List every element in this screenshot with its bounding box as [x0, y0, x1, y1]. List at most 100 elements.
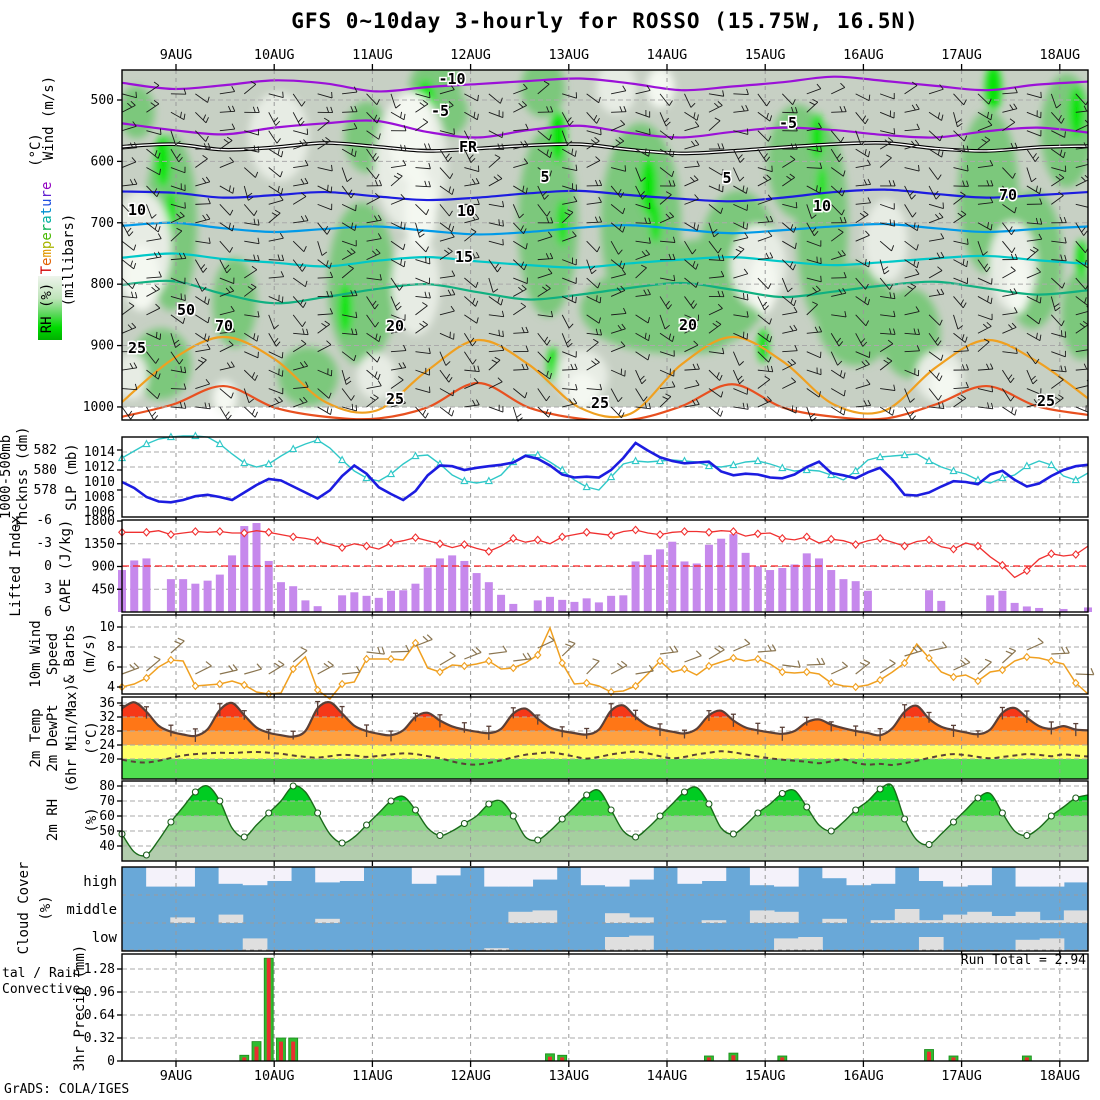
- wind-barb: [1002, 406, 1016, 416]
- wind-barb-feather: [917, 328, 920, 335]
- wind-barb-feather: [596, 246, 601, 253]
- wind-barb: [659, 194, 672, 205]
- surface-barb-feather: [1065, 646, 1070, 654]
- wind-barb: [268, 167, 281, 178]
- wind-barb: [684, 165, 700, 168]
- thickness-marker: [313, 435, 322, 444]
- wind-barb-feather: [867, 159, 871, 166]
- wind-barb: [342, 295, 358, 297]
- li-marker: [387, 538, 395, 548]
- wind-barb-feather: [893, 128, 896, 135]
- cape-bar: [998, 590, 1007, 612]
- wind-barb-feather: [542, 286, 548, 291]
- wind-barb-feather: [769, 115, 773, 122]
- wind-barb-feather: [403, 344, 407, 351]
- wind-barb-feather: [767, 283, 772, 290]
- rh-marker: [949, 818, 958, 826]
- wind-barb-feather: [375, 173, 380, 180]
- surface-barb-feather: [767, 644, 772, 652]
- wind-barb-feather: [354, 289, 358, 296]
- wind-barb-feather: [351, 148, 354, 155]
- wind-barb-feather: [468, 154, 474, 160]
- wind-barb: [781, 259, 794, 271]
- li-marker: [851, 540, 860, 549]
- wind-barb: [1051, 167, 1066, 173]
- wind-barb-feather: [523, 264, 527, 271]
- wind-barb-feather: [447, 247, 453, 252]
- wind-barb-feather: [448, 407, 451, 414]
- wind-barb: [170, 333, 176, 348]
- thickness-marker: [998, 473, 1007, 482]
- wind-barb: [317, 369, 332, 377]
- wind-barb-feather: [477, 94, 479, 101]
- wind-barb-feather: [691, 399, 696, 406]
- rh-blob: [356, 352, 397, 400]
- wind-barb: [342, 314, 357, 319]
- wind-barb: [635, 267, 647, 279]
- wind-barb-feather: [717, 408, 720, 415]
- wind-speed-marker: [754, 654, 762, 664]
- wind-barb-feather: [297, 117, 303, 123]
- contour-label: 25: [128, 339, 146, 357]
- wind-barb: [513, 332, 529, 334]
- wind-barb-feather: [620, 119, 626, 125]
- wind-barb-feather: [502, 220, 504, 227]
- wind-barb-feather: [208, 237, 211, 244]
- wind-barb: [782, 296, 795, 307]
- surface-barb-feather: [277, 660, 285, 666]
- wind-barb: [390, 222, 405, 230]
- wind-barb: [757, 296, 765, 311]
- wind-barb: [292, 296, 304, 308]
- wind-barb-feather: [321, 139, 328, 144]
- wind-barb: [195, 130, 207, 142]
- wind-barb-feather: [742, 185, 745, 192]
- tick-label: 11AUG: [352, 1068, 393, 1084]
- wind-barb-feather: [224, 264, 230, 270]
- panel-frame: [121, 614, 1089, 695]
- page-title: GFS 0~10day 3-hourly for ROSSO (15.75W, …: [291, 9, 919, 33]
- wind-barb: [830, 333, 840, 347]
- wind-barb-feather: [962, 144, 965, 152]
- wind-barb-feather: [228, 185, 231, 192]
- wind-barb: [341, 222, 356, 231]
- wind-barb: [561, 130, 568, 145]
- tick-label: 8: [107, 640, 115, 655]
- wind-barb-feather: [247, 286, 254, 291]
- wind-barb: [855, 184, 871, 187]
- wind-barb-feather: [1010, 377, 1015, 384]
- wind-barb: [659, 396, 672, 408]
- wind-barb: [488, 111, 504, 118]
- wind-barb-feather: [767, 194, 773, 200]
- wind-barb-feather: [155, 331, 158, 338]
- wind-barb: [219, 331, 235, 334]
- wind-barb: [219, 161, 234, 168]
- cloud-clear-middle: [943, 914, 968, 923]
- surface-barb-feather: [620, 660, 628, 666]
- wind-barb-feather: [520, 141, 525, 147]
- wind-barb-feather: [787, 360, 793, 366]
- wind-barb-feather: [594, 137, 600, 142]
- wind-barb-feather: [501, 131, 504, 138]
- wind-barb-feather: [374, 179, 378, 186]
- wind-barb-feather: [301, 339, 307, 345]
- wind-barb: [317, 344, 332, 353]
- wind-barb-feather: [321, 251, 328, 256]
- cape-bar: [643, 554, 652, 612]
- wind-barb-feather: [693, 340, 699, 346]
- wind-barb-feather: [521, 326, 525, 333]
- wind-barb: [708, 369, 720, 381]
- wind-barb-feather: [446, 373, 451, 380]
- wind-barb: [146, 351, 157, 364]
- wind-barb-feather: [964, 336, 968, 343]
- wind-barb-feather: [1059, 149, 1063, 156]
- wind-barb-feather: [204, 333, 207, 340]
- surface-barb-feather: [912, 646, 918, 653]
- wind-barb-feather: [1015, 347, 1018, 354]
- wind-barb: [684, 198, 699, 205]
- tick-label: 11AUG: [352, 47, 393, 63]
- wind-barb: [243, 369, 256, 381]
- wind-barb: [170, 148, 180, 163]
- wind-barb: [1026, 238, 1042, 242]
- wind-barb-feather: [766, 100, 771, 107]
- wind-barb: [439, 332, 454, 340]
